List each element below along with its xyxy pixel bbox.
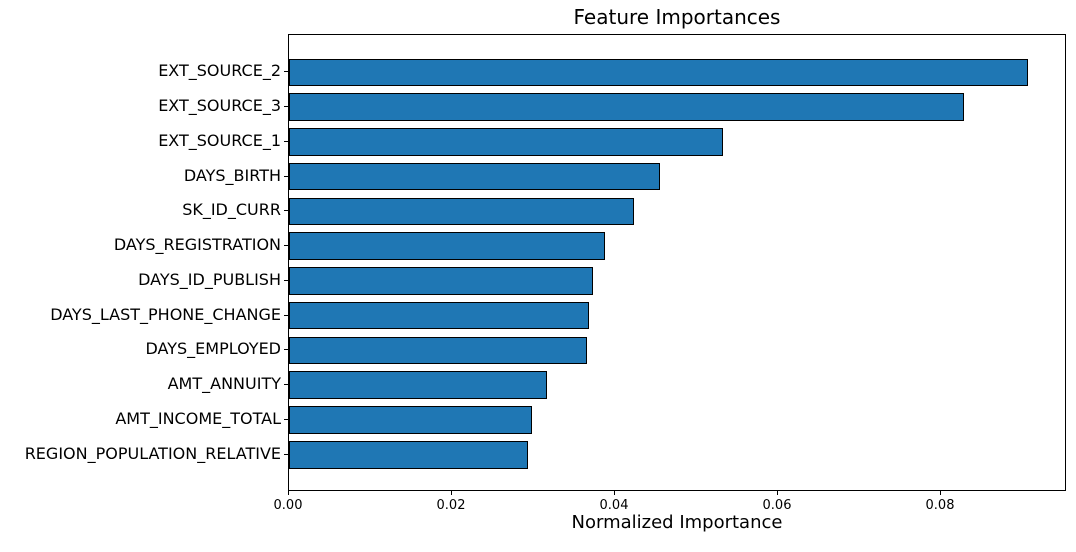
bar	[289, 93, 964, 121]
bar	[289, 336, 587, 365]
x-tick-mark	[777, 491, 778, 495]
y-tick-mark	[284, 419, 288, 420]
y-tick-mark	[284, 71, 288, 72]
y-tick-mark	[284, 210, 288, 211]
x-tick-label: 0.02	[436, 498, 466, 513]
x-tick-label: 0.08	[925, 498, 955, 513]
x-tick-mark	[940, 491, 941, 495]
x-axis-label: Normalized Importance	[571, 512, 783, 533]
y-axis-label: REGION_POPULATION_RELATIVE	[24, 444, 281, 463]
y-axis-label: AMT_ANNUITY	[167, 374, 281, 393]
y-axis-label: EXT_SOURCE_1	[158, 131, 281, 150]
x-tick-mark	[614, 491, 615, 495]
y-tick-mark	[284, 454, 288, 455]
bar	[289, 232, 605, 260]
y-axis-label: EXT_SOURCE_3	[158, 96, 281, 115]
y-tick-mark	[284, 384, 288, 385]
y-tick-mark	[284, 245, 288, 246]
bar	[289, 128, 723, 156]
bar	[289, 406, 532, 434]
y-tick-mark	[284, 315, 288, 316]
bar	[289, 197, 634, 226]
x-tick-mark	[288, 491, 289, 495]
y-axis-label: EXT_SOURCE_2	[158, 61, 281, 80]
plot-area	[288, 34, 1066, 491]
bar	[289, 301, 589, 330]
x-tick-label: 0.00	[273, 498, 303, 513]
y-axis-label: DAYS_ID_PUBLISH	[138, 270, 281, 289]
y-axis-label: DAYS_LAST_PHONE_CHANGE	[50, 305, 281, 324]
y-tick-mark	[284, 141, 288, 142]
x-tick-label: 0.04	[599, 498, 629, 513]
bar	[289, 267, 593, 295]
x-tick-label: 0.06	[762, 498, 792, 513]
y-tick-mark	[284, 106, 288, 107]
y-axis-label: DAYS_EMPLOYED	[145, 339, 282, 358]
chart-title: Feature Importances	[573, 5, 781, 29]
y-axis-label: DAYS_BIRTH	[183, 166, 281, 185]
bar	[289, 58, 1028, 86]
y-tick-mark	[284, 176, 288, 177]
bar	[289, 162, 660, 191]
y-axis-label: DAYS_REGISTRATION	[113, 235, 281, 254]
x-tick-mark	[451, 491, 452, 495]
y-axis-label: SK_ID_CURR	[182, 200, 281, 219]
bar	[289, 371, 547, 399]
y-tick-mark	[284, 280, 288, 281]
bar	[289, 441, 528, 469]
y-axis-label: AMT_INCOME_TOTAL	[115, 409, 281, 428]
y-tick-mark	[284, 349, 288, 350]
